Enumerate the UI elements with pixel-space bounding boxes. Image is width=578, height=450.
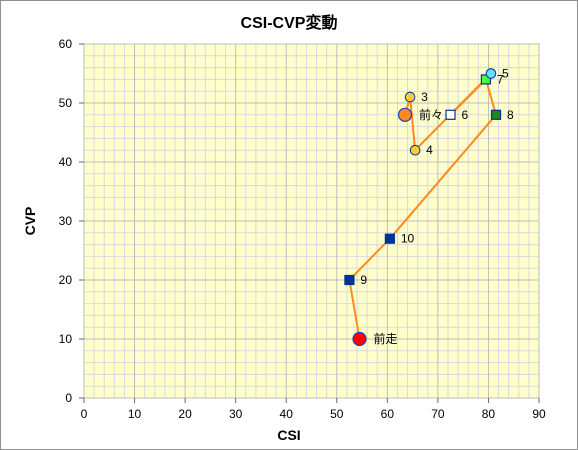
x-axis-title: CSI: [277, 427, 300, 443]
point-label-6: 5: [502, 67, 509, 81]
series-connector-line: [484, 78, 498, 116]
point-label-8: 3: [421, 90, 428, 104]
series-connector-line: [388, 113, 498, 240]
x-tick-label: 20: [178, 407, 192, 421]
y-tick-label: 10: [59, 332, 73, 346]
x-tick-label: 70: [431, 407, 445, 421]
point-label-2: 10: [401, 232, 415, 246]
data-point-3: [490, 109, 502, 120]
point-label-7: 4: [426, 143, 433, 157]
data-point-5: [445, 109, 456, 120]
data-point-8: [404, 91, 416, 103]
x-tick-label: 30: [229, 407, 243, 421]
y-tick-label: 30: [59, 214, 73, 228]
axis-ticks: 0 10 20 30 40 50 60 70 80 90 0 10 20 30 40 50 60: [59, 37, 546, 421]
point-label-0: 前走: [374, 331, 398, 346]
data-point-7: [409, 144, 421, 156]
x-tick-label: 10: [128, 407, 142, 421]
data-markers: [344, 68, 502, 347]
x-tick-label: 40: [280, 407, 294, 421]
data-point-2: [384, 233, 395, 244]
data-point-0: [352, 331, 367, 347]
point-label-5: 6: [462, 108, 469, 122]
y-tick-label: 0: [65, 391, 72, 405]
data-point-6: [485, 68, 497, 79]
series-connector-line: [409, 96, 417, 152]
y-tick-label: 60: [59, 37, 73, 51]
y-axis-title: CVP: [22, 207, 38, 236]
point-label-1: 9: [360, 273, 367, 287]
x-tick-label: 90: [532, 407, 546, 421]
x-tick-label: 80: [482, 407, 496, 421]
series-connector-line: [348, 237, 391, 281]
y-tick-label: 50: [59, 96, 73, 110]
point-label-3: 8: [507, 108, 514, 122]
y-tick-label: 20: [59, 273, 73, 287]
point-labels: 前走 9 10 8 7 6 5 4 3 前々: [360, 67, 514, 347]
point-label-9: 前々: [419, 107, 443, 122]
point-label-4: 7: [497, 72, 504, 86]
major-grid: [83, 43, 540, 399]
series-connector-line: [348, 279, 361, 340]
x-tick-label: 60: [381, 407, 395, 421]
y-tick-label: 40: [59, 155, 73, 169]
data-point-1: [344, 274, 355, 286]
chart-title: CSI-CVP変動: [241, 13, 338, 32]
data-point-9: [397, 107, 413, 122]
x-tick-label: 0: [81, 407, 88, 421]
x-tick-label: 50: [330, 407, 344, 421]
